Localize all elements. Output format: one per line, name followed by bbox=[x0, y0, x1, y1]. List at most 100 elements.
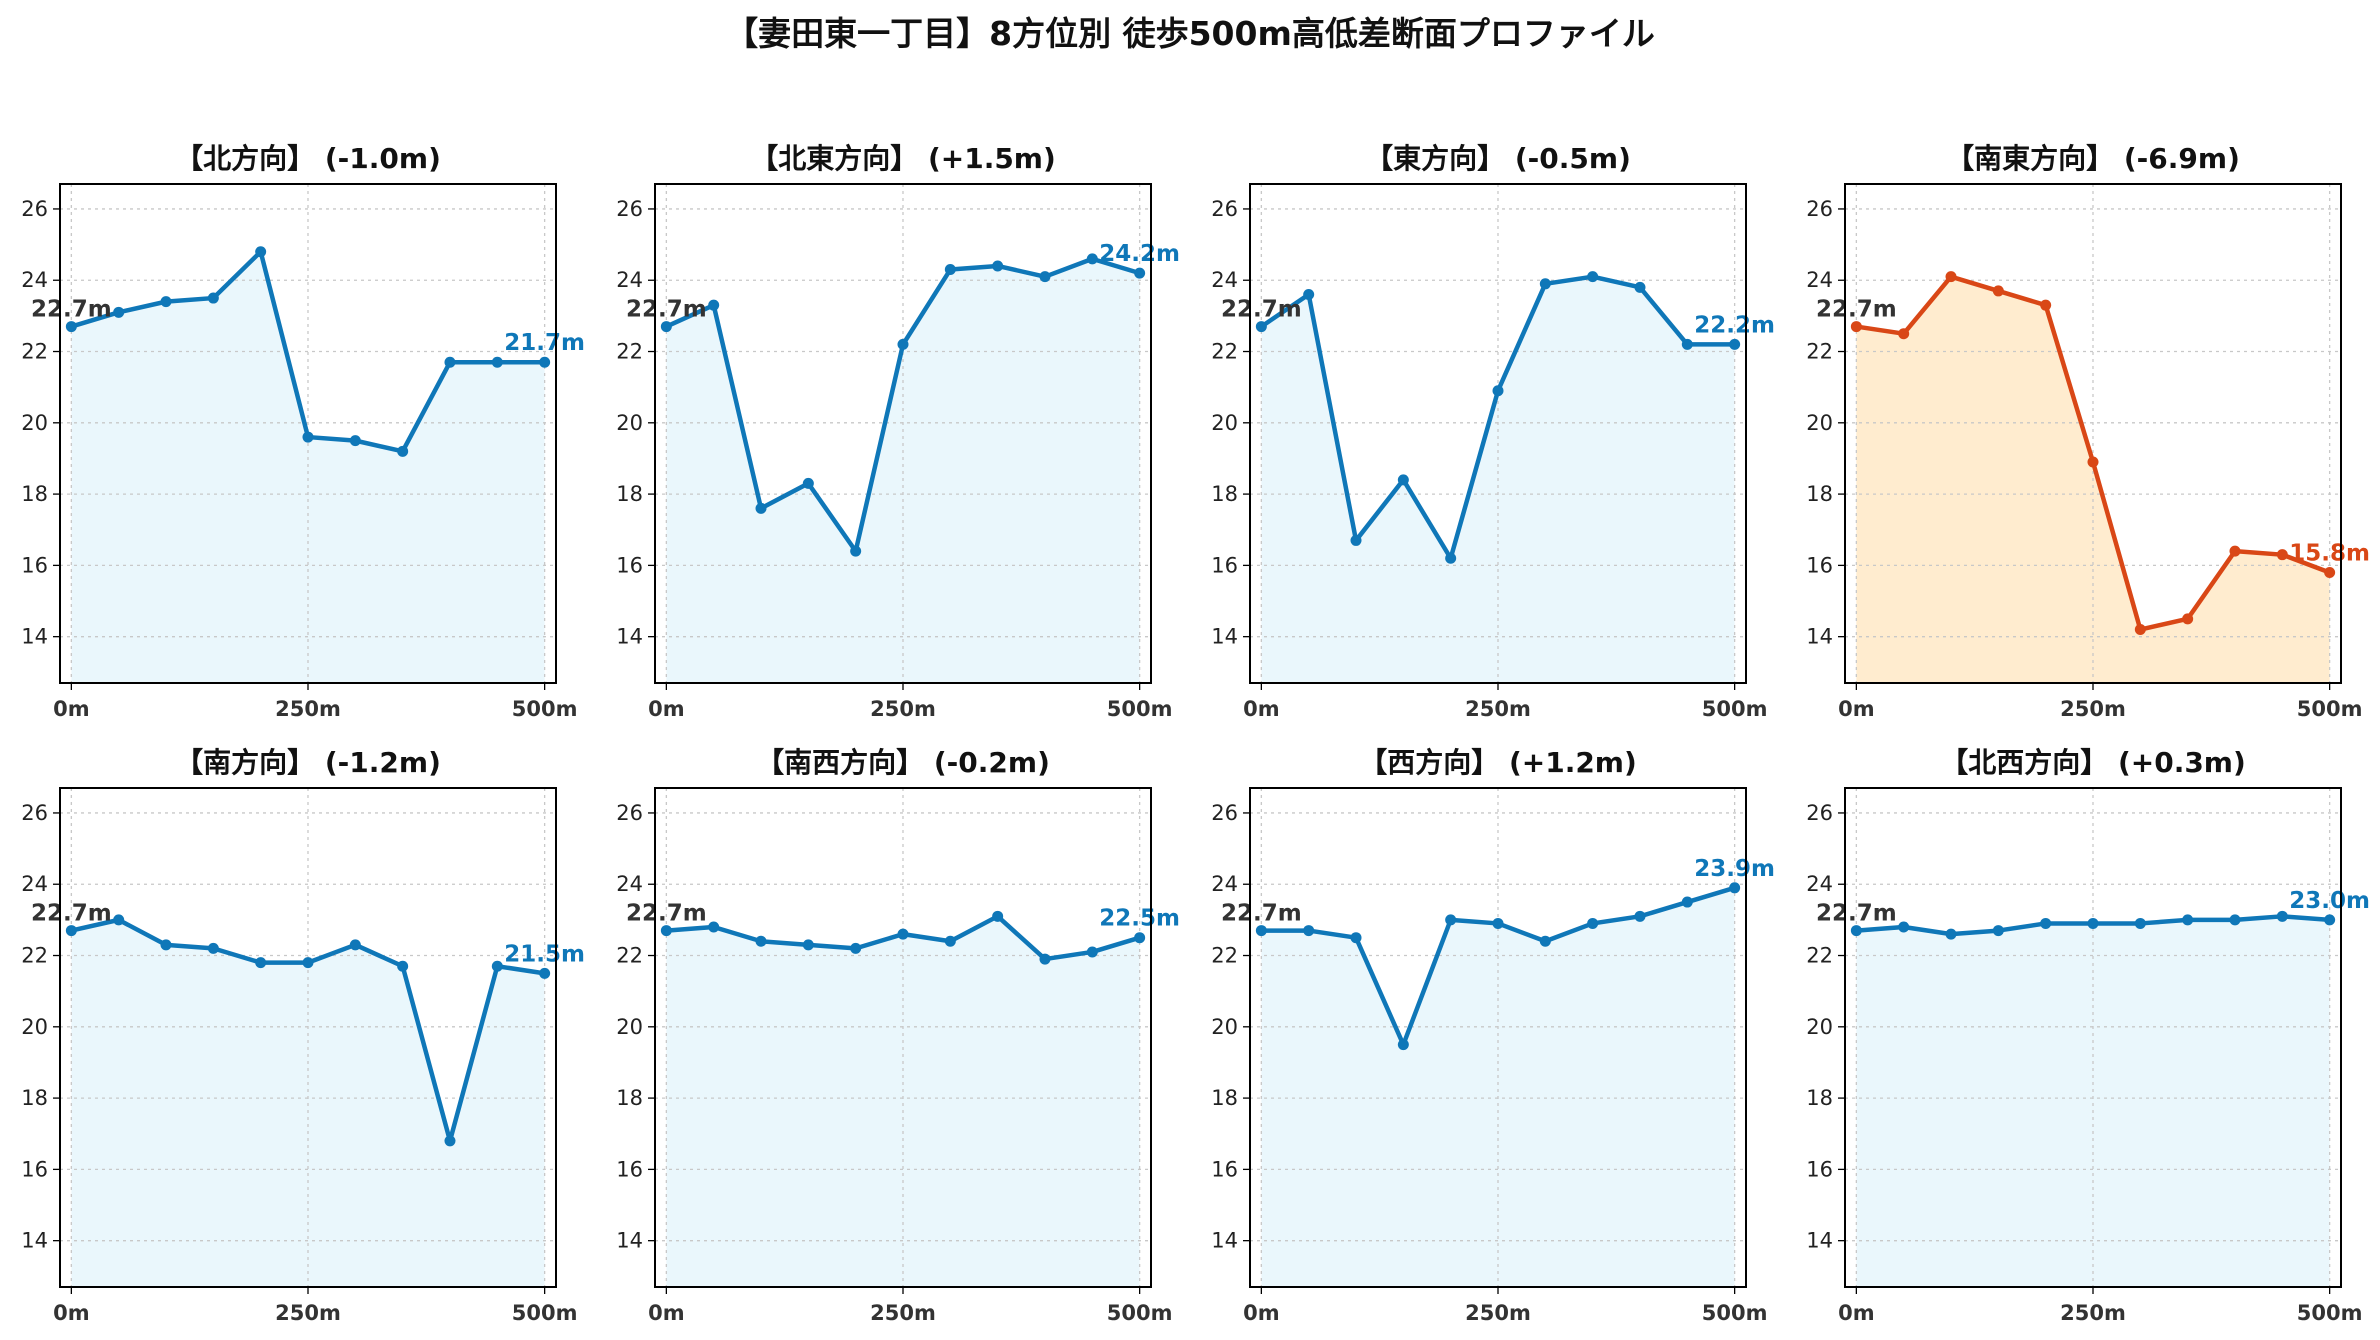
data-point bbox=[160, 296, 172, 308]
data-point bbox=[65, 925, 77, 937]
data-point bbox=[1445, 914, 1457, 926]
x-tick-label: 250m bbox=[870, 697, 936, 721]
axes-frame bbox=[59, 787, 557, 1288]
x-tick-label: 500m bbox=[1702, 1301, 1768, 1325]
data-point bbox=[708, 921, 720, 933]
area-fill bbox=[1261, 887, 1735, 1287]
y-tick-label: 18 bbox=[1806, 482, 1833, 506]
x-tick-label: 250m bbox=[275, 697, 341, 721]
y-tick-label: 14 bbox=[616, 625, 643, 649]
y-tick-label: 24 bbox=[616, 872, 643, 896]
y-tick-label: 20 bbox=[1806, 1015, 1833, 1039]
x-tick-label: 0m bbox=[1838, 697, 1875, 721]
x-tick-label: 0m bbox=[1243, 1301, 1280, 1325]
data-point bbox=[1945, 928, 1957, 940]
panel-1: 【北東方向】 (+1.5m) 14 16 18 20 22 24 26 0m 250m 500m 22… bbox=[616, 142, 1180, 721]
data-point bbox=[802, 939, 814, 951]
data-point bbox=[1134, 932, 1146, 944]
y-tick-label: 22 bbox=[1806, 340, 1833, 364]
data-point bbox=[255, 246, 267, 258]
data-point bbox=[397, 960, 409, 972]
y-tick-label: 16 bbox=[21, 553, 48, 577]
y-tick-label: 18 bbox=[1806, 1086, 1833, 1110]
data-point bbox=[444, 356, 456, 368]
panel-2: 【東方向】 (-0.5m) 14 16 18 20 22 24 26 0m 250m 500m 22.… bbox=[1211, 142, 1775, 721]
start-elevation-label: 22.7m bbox=[31, 901, 112, 927]
panel-7: 【北西方向】 (+0.3m) 14 16 18 20 22 24 26 0m 250m 500m 22… bbox=[1806, 746, 2370, 1325]
data-point bbox=[1397, 1039, 1409, 1051]
data-point bbox=[755, 935, 767, 947]
data-point bbox=[2182, 914, 2194, 926]
panel-title: 【南西方向】 (-0.2m) bbox=[756, 746, 1050, 779]
data-point bbox=[349, 435, 361, 447]
x-tick-label: 500m bbox=[1107, 1301, 1173, 1325]
start-elevation-label: 22.7m bbox=[626, 901, 707, 927]
y-tick-label: 22 bbox=[1806, 944, 1833, 968]
data-point bbox=[1255, 925, 1267, 937]
x-tick-label: 500m bbox=[1107, 697, 1173, 721]
data-point bbox=[349, 939, 361, 951]
y-tick-label: 24 bbox=[1211, 268, 1238, 292]
y-tick-label: 20 bbox=[1211, 1015, 1238, 1039]
y-tick-label: 16 bbox=[21, 1157, 48, 1181]
data-point bbox=[255, 957, 267, 969]
data-point bbox=[1086, 946, 1098, 958]
data-point bbox=[1898, 328, 1910, 340]
data-point bbox=[207, 292, 219, 304]
y-tick-label: 22 bbox=[1211, 340, 1238, 364]
data-point bbox=[397, 445, 409, 457]
panel-title: 【西方向】 (+1.2m) bbox=[1359, 746, 1637, 779]
x-tick-label: 500m bbox=[1702, 697, 1768, 721]
data-point bbox=[1492, 385, 1504, 397]
y-tick-label: 16 bbox=[616, 1157, 643, 1181]
y-tick-label: 24 bbox=[1806, 268, 1833, 292]
data-point bbox=[1303, 288, 1315, 300]
data-point bbox=[802, 477, 814, 489]
y-tick-label: 22 bbox=[1211, 944, 1238, 968]
direction-panels: 【北方向】 (-1.0m) 14 16 18 20 22 24 26 0m 250m 500m 22.… bbox=[21, 142, 2370, 1325]
data-point bbox=[1992, 285, 2004, 297]
panel-title: 【南方向】 (-1.2m) bbox=[175, 746, 441, 779]
x-tick-label: 250m bbox=[1465, 697, 1531, 721]
end-elevation-label: 15.8m bbox=[2289, 541, 2370, 567]
y-tick-label: 20 bbox=[21, 1015, 48, 1039]
y-tick-label: 22 bbox=[21, 944, 48, 968]
axes-frame bbox=[1249, 787, 1747, 1288]
data-point bbox=[1134, 267, 1146, 279]
panel-title: 【北西方向】 (+0.3m) bbox=[1940, 746, 2246, 779]
x-tick-label: 250m bbox=[2060, 697, 2126, 721]
x-tick-label: 0m bbox=[648, 697, 685, 721]
panel-4: 【南方向】 (-1.2m) 14 16 18 20 22 24 26 0m 250m 500m 22.… bbox=[21, 746, 585, 1325]
data-point bbox=[539, 356, 551, 368]
area-fill bbox=[1856, 916, 2330, 1287]
data-point bbox=[2324, 567, 2336, 579]
data-point bbox=[1898, 921, 1910, 933]
panel-title: 【北方向】 (-1.0m) bbox=[175, 142, 441, 175]
x-tick-label: 500m bbox=[512, 697, 578, 721]
y-tick-label: 14 bbox=[616, 1229, 643, 1253]
data-point bbox=[1492, 917, 1504, 929]
data-point bbox=[1634, 910, 1646, 922]
y-tick-label: 26 bbox=[1211, 801, 1238, 825]
data-point bbox=[2134, 624, 2146, 636]
y-tick-label: 26 bbox=[21, 197, 48, 221]
y-tick-label: 24 bbox=[21, 268, 48, 292]
y-tick-label: 26 bbox=[1806, 197, 1833, 221]
y-tick-label: 26 bbox=[1211, 197, 1238, 221]
y-tick-label: 20 bbox=[21, 411, 48, 435]
x-tick-label: 500m bbox=[2297, 1301, 2363, 1325]
panel-title: 【北東方向】 (+1.5m) bbox=[750, 142, 1056, 175]
area-fill bbox=[71, 251, 545, 683]
y-tick-label: 26 bbox=[616, 197, 643, 221]
data-point bbox=[2182, 613, 2194, 625]
data-point bbox=[2040, 917, 2052, 929]
data-point bbox=[2229, 545, 2241, 557]
data-point bbox=[444, 1135, 456, 1147]
data-point bbox=[2087, 456, 2099, 468]
y-tick-label: 24 bbox=[21, 872, 48, 896]
data-point bbox=[1992, 925, 2004, 937]
data-point bbox=[1729, 882, 1741, 894]
y-tick-label: 24 bbox=[1806, 872, 1833, 896]
data-point bbox=[2134, 917, 2146, 929]
start-elevation-label: 22.7m bbox=[626, 297, 707, 323]
